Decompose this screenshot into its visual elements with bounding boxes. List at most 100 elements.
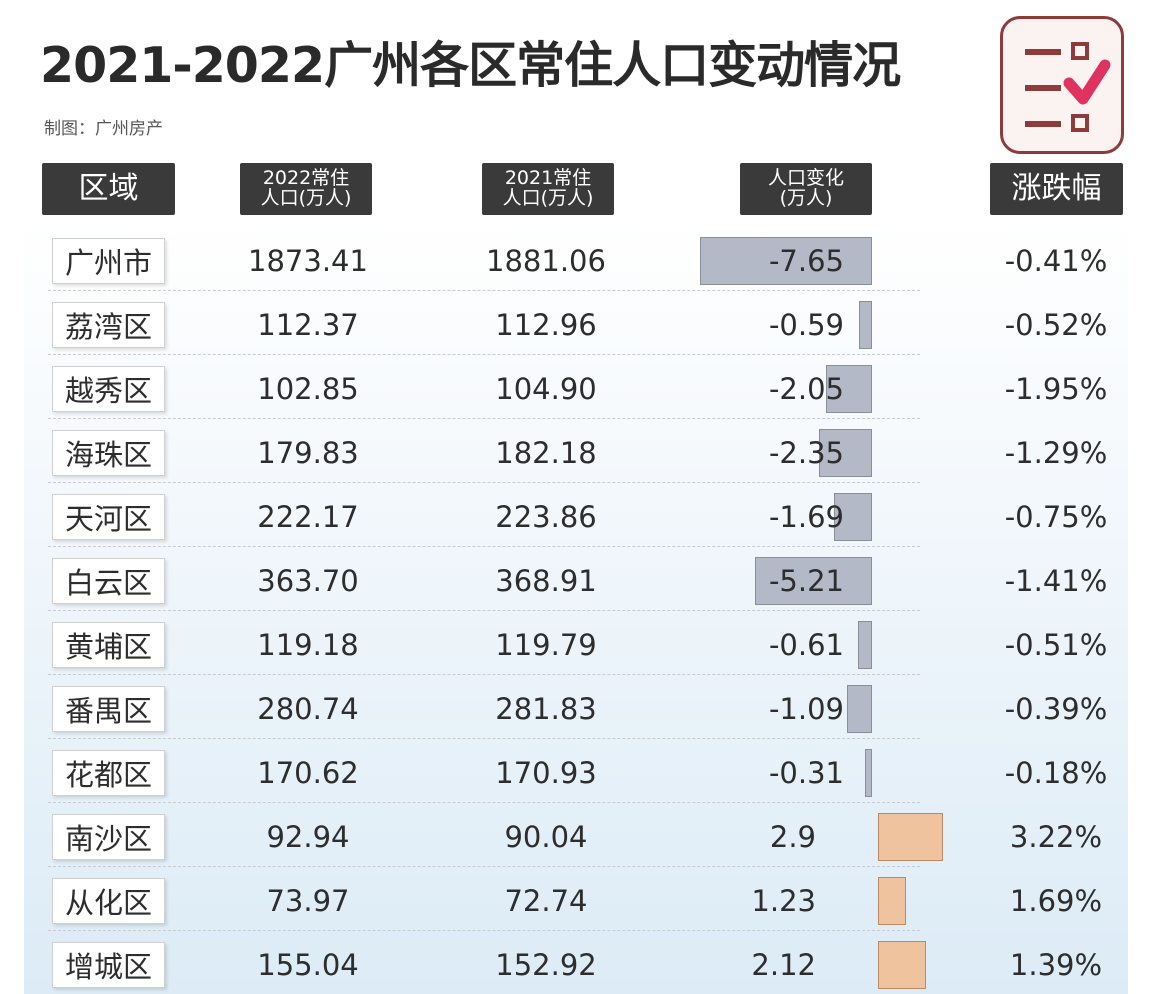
change-value: -0.31 bbox=[768, 756, 844, 790]
pop2022-value: 73.97 bbox=[266, 884, 350, 918]
row-divider bbox=[48, 418, 920, 419]
region-label: 增城区 bbox=[52, 942, 165, 988]
region-label: 海珠区 bbox=[52, 430, 165, 476]
pop2022-value: 363.70 bbox=[257, 564, 359, 598]
region-label: 南沙区 bbox=[52, 814, 165, 860]
change-bar bbox=[847, 685, 872, 733]
change-bar bbox=[699, 237, 872, 285]
change-bar bbox=[865, 749, 872, 797]
row-divider bbox=[48, 738, 920, 739]
pop2022-value: 112.37 bbox=[257, 308, 359, 342]
region-label: 天河区 bbox=[52, 494, 165, 540]
pct-value: -1.41% bbox=[1004, 564, 1108, 598]
pct-value: -0.18% bbox=[1004, 756, 1108, 790]
change-bar bbox=[833, 493, 872, 541]
row-divider bbox=[48, 546, 920, 547]
change-value: 2.12 bbox=[751, 948, 816, 982]
change-bar bbox=[858, 301, 872, 349]
pop2021-value: 281.83 bbox=[495, 692, 597, 726]
pop2022-value: 119.18 bbox=[257, 628, 359, 662]
change-value: -0.59 bbox=[768, 308, 844, 342]
region-label: 越秀区 bbox=[52, 366, 165, 412]
pop2022-value: 170.62 bbox=[257, 756, 359, 790]
pop2021-value: 182.18 bbox=[495, 436, 597, 470]
pop2022-value: 155.04 bbox=[257, 948, 359, 982]
header-change: 人口变化 (万人) bbox=[740, 163, 872, 215]
pct-value: 1.39% bbox=[1009, 948, 1103, 982]
pop2021-value: 152.92 bbox=[495, 948, 597, 982]
change-bar bbox=[878, 813, 944, 861]
pop2021-value: 90.04 bbox=[504, 820, 588, 854]
row-divider bbox=[48, 290, 920, 291]
header-pct-label: 涨跌幅 bbox=[1011, 171, 1102, 207]
region-label: 花都区 bbox=[52, 750, 165, 796]
checklist-icon-graphic bbox=[1025, 42, 1111, 132]
pct-value: 3.22% bbox=[1009, 820, 1103, 854]
pop2021-value: 223.86 bbox=[495, 500, 597, 534]
pop2022-value: 280.74 bbox=[257, 692, 359, 726]
header-pct: 涨跌幅 bbox=[990, 163, 1123, 215]
change-value: -5.21 bbox=[768, 564, 844, 598]
change-bar bbox=[858, 621, 872, 669]
change-value: -7.65 bbox=[768, 244, 844, 278]
row-divider bbox=[48, 354, 920, 355]
pop2021-value: 112.96 bbox=[495, 308, 597, 342]
table-background bbox=[24, 220, 1128, 994]
header-pop2021-line1: 2021常住 bbox=[504, 167, 592, 190]
region-label: 白云区 bbox=[52, 558, 165, 604]
region-label: 番禺区 bbox=[52, 686, 165, 732]
change-bar bbox=[825, 365, 872, 413]
pct-value: -0.51% bbox=[1004, 628, 1108, 662]
row-divider bbox=[48, 610, 920, 611]
change-value: -2.05 bbox=[768, 372, 844, 406]
header-change-line1: 人口变化 bbox=[767, 167, 844, 190]
header-pop2021: 2021常住 人口(万人) bbox=[482, 163, 614, 215]
pop2022-value: 1873.41 bbox=[248, 244, 368, 278]
row-divider bbox=[48, 674, 920, 675]
pop2021-value: 104.90 bbox=[495, 372, 597, 406]
header-pop2022-line1: 2022常住 bbox=[262, 167, 350, 190]
checklist-icon bbox=[1000, 16, 1124, 154]
change-bar bbox=[878, 877, 906, 925]
change-bar bbox=[819, 429, 872, 477]
change-value: -0.61 bbox=[768, 628, 844, 662]
region-label: 荔湾区 bbox=[52, 302, 165, 348]
pop2021-value: 170.93 bbox=[495, 756, 597, 790]
header-change-line2: (万人) bbox=[779, 187, 833, 209]
pop2022-value: 179.83 bbox=[257, 436, 359, 470]
pop2022-value: 102.85 bbox=[257, 372, 359, 406]
pop2021-value: 119.79 bbox=[495, 628, 597, 662]
header-pop2022: 2022常住 人口(万人) bbox=[240, 163, 372, 215]
change-bar bbox=[878, 941, 926, 989]
subtitle: 制图：广州房产 bbox=[44, 119, 163, 139]
row-divider bbox=[48, 930, 920, 931]
change-bar bbox=[754, 557, 872, 605]
region-label: 从化区 bbox=[52, 878, 165, 924]
change-value: 2.9 bbox=[769, 820, 816, 854]
row-divider bbox=[48, 482, 920, 483]
change-value: -1.09 bbox=[768, 692, 844, 726]
row-divider bbox=[48, 802, 920, 803]
pct-value: 1.69% bbox=[1009, 884, 1103, 918]
region-label: 广州市 bbox=[52, 238, 165, 284]
header-region: 区域 bbox=[42, 163, 175, 215]
region-label: 黄埔区 bbox=[52, 622, 165, 668]
change-value: 1.23 bbox=[751, 884, 816, 918]
pop2021-value: 368.91 bbox=[495, 564, 597, 598]
page-title: 2021-2022广州各区常住人口变动情况 bbox=[40, 37, 901, 94]
pct-value: -1.29% bbox=[1004, 436, 1108, 470]
change-value: -1.69 bbox=[768, 500, 844, 534]
pop2022-value: 222.17 bbox=[257, 500, 359, 534]
change-value: -2.35 bbox=[768, 436, 844, 470]
pct-value: -0.75% bbox=[1004, 500, 1108, 534]
pct-value: -0.52% bbox=[1004, 308, 1108, 342]
row-divider bbox=[48, 866, 920, 867]
header-pop2022-line2: 人口(万人) bbox=[260, 187, 352, 209]
pop2022-value: 92.94 bbox=[266, 820, 350, 854]
pct-value: -0.41% bbox=[1004, 244, 1108, 278]
header-pop2021-line2: 人口(万人) bbox=[502, 187, 594, 209]
header-region-label: 区域 bbox=[78, 171, 139, 207]
pct-value: -1.95% bbox=[1004, 372, 1108, 406]
pop2021-value: 1881.06 bbox=[486, 244, 606, 278]
pop2021-value: 72.74 bbox=[504, 884, 588, 918]
